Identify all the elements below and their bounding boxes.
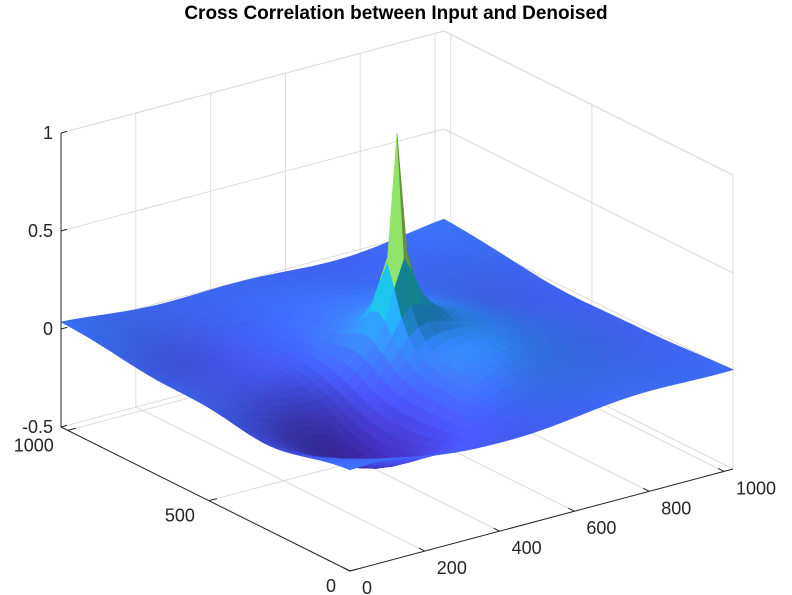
x-axis-line	[349, 468, 734, 572]
z-tick-label: 0	[43, 319, 53, 339]
x-tick-label: 800	[661, 498, 691, 518]
z-tick-label: 0.5	[28, 221, 53, 241]
x-tick-mark	[343, 567, 351, 572]
z-tick-mark	[60, 326, 68, 330]
x-tick-label: 1000	[736, 478, 776, 498]
y-tick-mark	[208, 498, 218, 502]
y-axis-line	[60, 426, 351, 572]
x-tick-label: 0	[362, 578, 372, 595]
z-tick-label: 1	[43, 123, 53, 143]
z-tick-label: -0.5	[22, 417, 53, 437]
x-tick-label: 200	[437, 558, 467, 578]
axes-layer: -0.5 0 0.5 1 0 500 1000 0 200 400 600 800 1000	[14, 123, 776, 595]
y-tick-label: 0	[326, 576, 336, 595]
x-tick-mark	[493, 527, 500, 532]
z-tick-mark	[60, 424, 68, 428]
y-tick-label: 500	[165, 506, 195, 526]
x-tick-mark	[717, 467, 725, 472]
floor-grid-x	[135, 406, 426, 552]
chart-title: Cross Correlation between Input and Deno…	[184, 3, 607, 24]
x-tick-mark	[418, 547, 426, 552]
backwall-grid-z	[60, 128, 445, 232]
y-tick-mark	[67, 427, 76, 431]
x-tick-mark	[568, 507, 575, 512]
x-tick-mark	[642, 487, 650, 492]
sidewall-grid-z	[443, 128, 734, 274]
y-tick-label: 1000	[14, 435, 54, 455]
surface-face	[715, 366, 734, 373]
box-edge	[443, 30, 734, 176]
box-edge	[60, 30, 445, 134]
x-tick-label: 400	[512, 538, 542, 558]
x-tick-label: 600	[586, 518, 616, 538]
z-tick-mark	[60, 130, 68, 134]
z-tick-mark	[60, 228, 68, 232]
surface-plot	[60, 133, 734, 471]
